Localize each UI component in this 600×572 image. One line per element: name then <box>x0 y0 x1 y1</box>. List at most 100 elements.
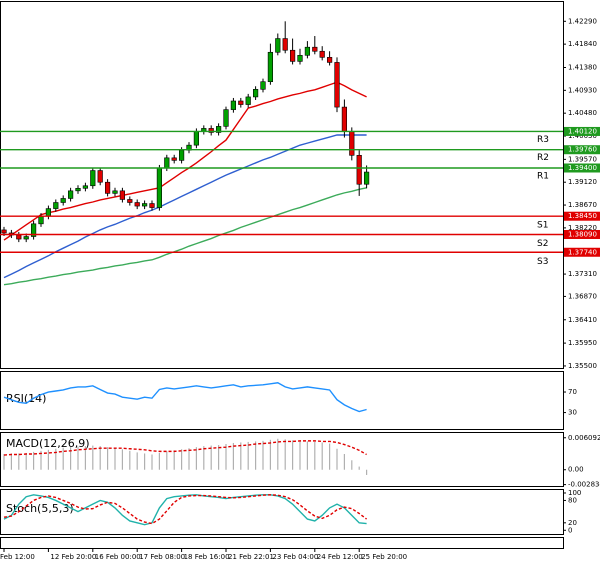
x-tick-label: 25 Feb 20:00 <box>361 553 407 561</box>
candle-body <box>312 46 318 52</box>
y-tick-label: 1.35500 <box>568 362 597 370</box>
candle-body <box>216 126 222 133</box>
x-tick-label: 24 Feb 12:00 <box>317 553 363 561</box>
candle-body <box>356 155 362 185</box>
y-tick-label: 80 <box>568 496 577 504</box>
extra-panel <box>0 537 564 549</box>
indicator-line <box>3 494 367 526</box>
candle-body <box>112 190 118 194</box>
candle-body <box>30 223 37 237</box>
candle-body <box>127 199 133 203</box>
candle-body <box>223 109 229 127</box>
level-price-box <box>564 126 600 136</box>
y-tick-label: 1.40930 <box>568 86 597 94</box>
x-tick-label: 16 Feb 00:00 <box>95 553 141 561</box>
candle-body <box>193 131 200 146</box>
y-tick-label: 1.38670 <box>568 201 597 209</box>
candle-body <box>82 185 88 189</box>
x-tick-label: 18 Feb 16:00 <box>184 553 230 561</box>
y-tick-label: 1.36410 <box>568 316 597 324</box>
y-tick-label: 0.006092 <box>568 434 600 442</box>
candle-body <box>90 170 96 187</box>
y-tick-label: -0.002834 <box>568 481 600 489</box>
x-tick-label: 12 Feb 20:00 <box>50 553 96 561</box>
y-tick-label: 1.41840 <box>568 40 597 48</box>
candle-body <box>208 128 214 133</box>
x-tick-label: 23 Feb 04:00 <box>272 553 318 561</box>
candle-body <box>349 131 355 156</box>
candle-body <box>230 100 237 110</box>
y-tick-label: 1.36870 <box>568 292 597 300</box>
candle-body <box>97 170 103 183</box>
level-price-box <box>564 163 600 173</box>
candle-body <box>53 202 59 209</box>
y-tick-label: 100 <box>568 489 581 497</box>
x-tick-label: 21 Feb 22:01 <box>228 553 274 561</box>
y-tick-label: 1.40030 <box>568 132 597 140</box>
level-price-label: 1.39760 <box>568 146 597 154</box>
candle-body <box>142 203 148 207</box>
candle-body <box>171 157 177 161</box>
y-tick-label: 1.37310 <box>568 270 597 278</box>
y-tick-label: 0 <box>568 526 572 534</box>
candle-body <box>75 187 81 192</box>
level-price-box <box>564 145 600 155</box>
level-price-box <box>564 247 600 257</box>
macd-signal <box>3 440 367 456</box>
candle-body <box>38 215 44 225</box>
y-tick-label: 1.42290 <box>568 17 597 25</box>
level-name: S3 <box>537 257 548 267</box>
stoch-panel <box>0 489 564 535</box>
candle-body <box>304 46 311 56</box>
candle-body <box>326 57 333 63</box>
y-tick-label: 1.40480 <box>568 109 597 117</box>
candle-body <box>149 203 155 208</box>
candle-body <box>319 50 325 58</box>
candle-body <box>156 167 163 208</box>
level-price-label: 1.40120 <box>568 127 597 135</box>
level-name: R1 <box>537 171 549 181</box>
macd-title: MACD(12,26,9) <box>6 437 90 450</box>
x-tick-label: Feb 12:00 <box>0 553 35 561</box>
stoch-title: Stoch(5,5,3) <box>6 502 74 515</box>
candle-body <box>134 202 140 207</box>
level-name: R2 <box>537 153 549 163</box>
level-price-label: 1.39400 <box>568 164 597 172</box>
candle-body <box>16 234 22 240</box>
y-tick-label: 70 <box>568 388 577 396</box>
level-price-label: 1.38090 <box>568 230 597 238</box>
macd-panel <box>0 432 564 487</box>
level-price-box <box>564 229 600 239</box>
candle-body <box>45 208 51 217</box>
level-price-label: 1.38450 <box>568 212 597 220</box>
level-name: R3 <box>537 135 549 145</box>
candle-body <box>23 236 29 240</box>
candle-body <box>297 55 303 62</box>
candle-body <box>245 96 251 105</box>
candle-body <box>253 89 259 98</box>
indicator-line <box>3 494 368 525</box>
candle-body <box>289 49 296 62</box>
candle-body <box>119 190 125 200</box>
level-name: S1 <box>537 221 548 231</box>
rsi-panel <box>0 371 564 430</box>
y-tick-label: 20 <box>568 519 577 527</box>
x-tick-label: 17 Feb 08:00 <box>139 553 185 561</box>
y-tick-label: 1.39120 <box>568 178 597 186</box>
y-tick-label: 1.38220 <box>568 224 597 232</box>
moving-average <box>3 134 367 279</box>
y-tick-label: 1.39570 <box>568 155 597 163</box>
level-name: S2 <box>537 239 548 249</box>
level-price-box <box>564 211 600 221</box>
candle-body <box>282 38 288 51</box>
candle-body <box>105 181 111 194</box>
candle-body <box>68 190 74 199</box>
moving-average <box>3 81 367 241</box>
candle-body <box>260 81 266 90</box>
candle-body <box>179 149 185 161</box>
y-tick-label: 30 <box>568 409 577 417</box>
y-tick-label: 1.41380 <box>568 63 597 71</box>
moving-average <box>3 187 367 286</box>
